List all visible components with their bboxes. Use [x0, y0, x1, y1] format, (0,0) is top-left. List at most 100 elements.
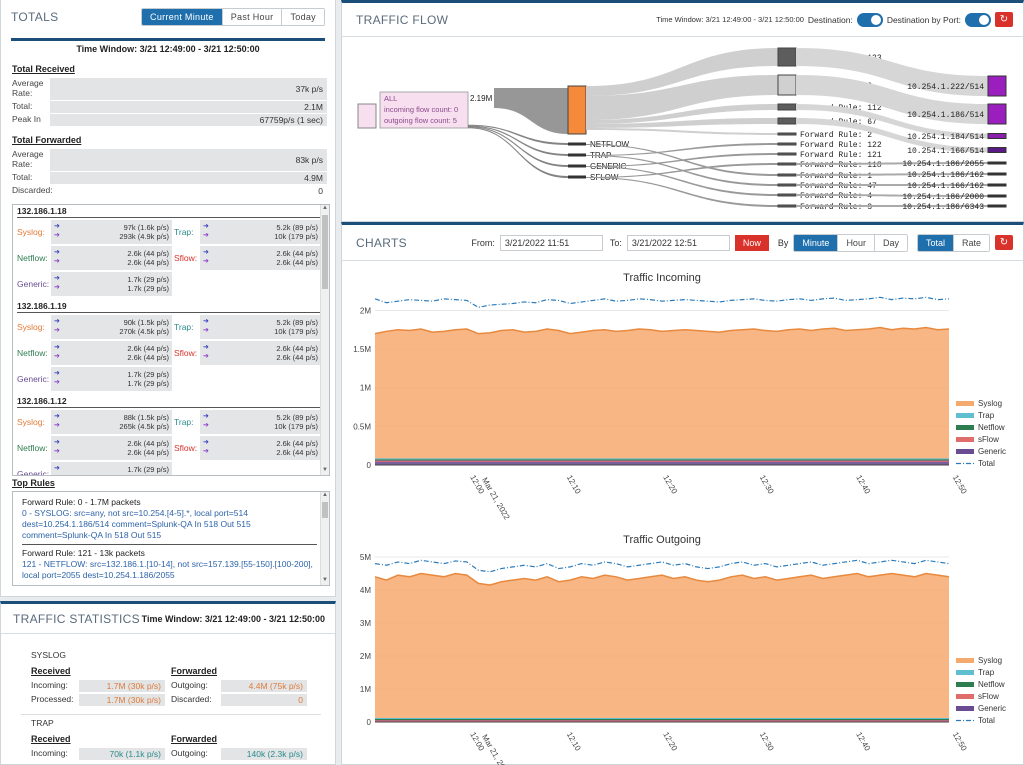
protocol-node [568, 164, 586, 168]
granularity-minute[interactable]: Minute [794, 234, 838, 251]
destination-label: 10.254.1.186/162 [907, 171, 984, 180]
outgoing-icon: ➔ [203, 353, 209, 360]
stats-outgoing-label: Outgoing: [171, 748, 208, 758]
outgoing-icon: ➔ [54, 379, 60, 386]
rule-item[interactable]: Forward Rule: 121 - 13k packets 121 - NE… [22, 547, 317, 584]
destination-label: 10.254.1.222/514 [907, 83, 984, 92]
x-tick: 12:10 [565, 731, 583, 753]
scroll-up-icon[interactable]: ▲ [322, 492, 328, 498]
incoming-icon: ➜ [203, 413, 209, 420]
host-stat-value: 5.2k (89 p/s) [276, 318, 318, 327]
host-row: Generic: ➜ 1.7k (29 p/s) ➔ 1.7k (29 p/s) [17, 272, 325, 296]
rule-label: Forward Rule: 4 [800, 192, 872, 201]
flow-band [796, 118, 988, 153]
incoming-icon: ➜ [54, 318, 60, 325]
totals-header: TOTALS Current Minute Past Hour Today [1, 0, 335, 34]
syslog-area [375, 573, 949, 721]
destination-node [987, 194, 1007, 198]
protocol-node [568, 153, 586, 157]
sflow-values: ➜ 2.6k (44 p/s) ➔ 2.6k (44 p/s) [200, 341, 321, 365]
flow-band [468, 124, 568, 145]
legend-label: Syslog [978, 656, 1002, 665]
destination-node [987, 133, 1007, 139]
top-rules-list[interactable]: Forward Rule: 0 - 1.7M packets 0 - SYSLO… [12, 491, 330, 586]
host-row: Netflow: ➜ 2.6k (44 p/s) ➔ 2.6k (44 p/s) Sflo… [17, 246, 325, 270]
flow-band [586, 166, 778, 196]
range-today[interactable]: Today [281, 9, 324, 25]
x-tick: 12:40 [854, 731, 872, 753]
rule-node [777, 142, 797, 146]
legend-label: Generic [978, 447, 1006, 456]
charts-title: CHARTS [356, 235, 407, 250]
host-list-scroll-thumb[interactable] [322, 215, 328, 289]
legend-label: Total [978, 459, 995, 468]
from-input[interactable]: 3/21/2022 11:51 [499, 234, 603, 251]
range-current-minute[interactable]: Current Minute [142, 9, 222, 25]
host-stat-value: 1.7k (29 p/s) [127, 379, 169, 388]
destination-label: 10.254.1.184/514 [907, 133, 984, 142]
by-label: By [777, 237, 789, 248]
destination-by-port-toggle[interactable] [965, 12, 991, 27]
destination-label: 10.254.1.186/2055 [902, 160, 984, 169]
outgoing-icon: ➔ [203, 422, 209, 429]
host-stat-value: 88k (1.5k p/s) [123, 413, 169, 422]
x-tick-label: 12:50 [951, 474, 969, 496]
refresh-icon[interactable]: ↻ [995, 12, 1013, 27]
trap-label: Trap: [174, 417, 194, 427]
rule-title: Forward Rule: 121 - 13k packets [22, 548, 145, 558]
incoming-icon: ➜ [54, 370, 60, 377]
host-stat-value: 1.7k (29 p/s) [127, 370, 169, 379]
sankey-diagram: ALL incoming flow count: 0 outgoing flow c… [357, 47, 1007, 212]
scroll-up-icon[interactable]: ▲ [322, 205, 328, 211]
y-tick-label: 1.5M [353, 345, 371, 354]
top-rules: Top Rules Forward Rule: 0 - 1.7M packets… [12, 478, 330, 586]
to-input[interactable]: 3/21/2022 12:51 [626, 234, 730, 251]
destination-label: 10.254.1.166/162 [907, 182, 984, 191]
totals-panel: TOTALS Current Minute Past Hour Today Ti… [0, 0, 336, 597]
generic-values: ➜ 1.7k (29 p/s) ➔ 1.7k (29 p/s) [51, 367, 172, 391]
host-list-scrollbar[interactable]: ▲ ▼ [320, 205, 329, 475]
host-stat-value: 1.7k (29 p/s) [127, 275, 169, 284]
y-tick-label: 2M [360, 306, 371, 315]
flow-band [468, 126, 568, 167]
now-button[interactable]: Now [734, 234, 769, 251]
flow-band [796, 104, 988, 139]
flow-time-window: Time Window: 3/21 12:49:00 - 3/21 12:50:… [656, 15, 804, 24]
rules-scroll-thumb[interactable] [322, 502, 328, 518]
mode-rate[interactable]: Rate [952, 234, 989, 251]
host-list[interactable]: 132.186.1.18 Syslog: ➜ 97k (1.6k p/s) ➔ 293k … [12, 204, 330, 476]
total-forwarded-heading: Total Forwarded [12, 135, 82, 145]
rule-node [777, 117, 797, 125]
host-ip: 132.186.1.18 [17, 205, 325, 218]
host-row: Syslog: ➜ 97k (1.6k p/s) ➔ 293k (4.9k p/s) Tr… [17, 220, 325, 244]
granularity-day[interactable]: Day [873, 234, 907, 251]
refresh-icon[interactable]: ↻ [995, 235, 1013, 250]
stats-received-heading: Received [31, 734, 71, 744]
mode-selector: Total Rate [916, 233, 990, 252]
host-stat-value: 2.6k (44 p/s) [127, 249, 169, 258]
y-tick-label: 1M [360, 384, 371, 393]
host-stat-value: 10k (179 p/s) [274, 327, 318, 336]
host-stat-value: 5.2k (89 p/s) [276, 223, 318, 232]
flow-band [586, 48, 778, 96]
rule-body: 121 - NETFLOW: src=132.186.1.[10-14], no… [22, 559, 313, 580]
stats-syslog: SYSLOG Received Incoming: 1.7M (30k p/s) … [21, 650, 321, 715]
forwarded-total-label: Total: [12, 172, 33, 182]
stats-discarded-value: 0 [221, 694, 307, 706]
scroll-down-icon[interactable]: ▼ [322, 577, 328, 583]
rule-item[interactable]: Forward Rule: 0 - 1.7M packets 0 - SYSLO… [22, 496, 317, 545]
mode-total[interactable]: Total [917, 234, 953, 251]
outgoing-icon: ➔ [203, 258, 209, 265]
incoming-icon: ➜ [54, 465, 60, 472]
traffic-stats-panel: TRAFFIC STATISTICS Time Window: 3/21 12:… [0, 601, 336, 765]
scroll-down-icon[interactable]: ▼ [322, 467, 328, 473]
flow-band [494, 88, 568, 134]
range-past-hour[interactable]: Past Hour [221, 9, 282, 25]
granularity-hour[interactable]: Hour [837, 234, 874, 251]
forwarded-discarded-value: 0 [60, 185, 327, 197]
rules-scrollbar[interactable]: ▲ ▼ [320, 492, 329, 585]
stats-group-name: SYSLOG [31, 650, 66, 660]
stats-received-heading: Received [31, 666, 71, 676]
destination-toggle[interactable] [856, 12, 883, 27]
